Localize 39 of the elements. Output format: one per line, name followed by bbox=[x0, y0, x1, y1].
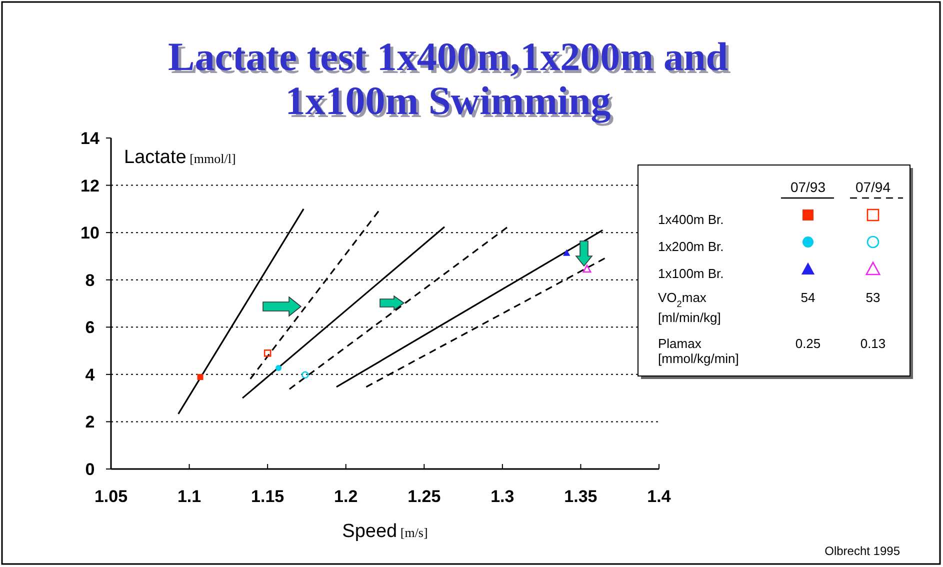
y-tick-label: 14 bbox=[80, 129, 100, 148]
x-tick-label: 1.3 bbox=[490, 487, 514, 506]
point bbox=[582, 264, 592, 273]
annotation: 1x400m Br. bbox=[658, 212, 724, 227]
point bbox=[302, 371, 309, 379]
annotation: [ml/min/kg] bbox=[658, 310, 721, 325]
y-tick-label: 4 bbox=[85, 365, 96, 384]
annotation: Plamax bbox=[658, 336, 702, 351]
y-axis-title: Lactate [mmol/l] bbox=[124, 147, 236, 168]
text: 07/94 bbox=[855, 179, 891, 195]
text: 0.25 bbox=[795, 336, 821, 351]
point bbox=[276, 365, 282, 372]
point bbox=[563, 249, 570, 256]
x-tick-label: 1.2 bbox=[334, 487, 358, 506]
y-tick-label: 2 bbox=[85, 412, 95, 432]
text: 53 bbox=[866, 290, 880, 305]
point bbox=[264, 350, 272, 357]
annotation: 1x100m Br. bbox=[658, 266, 724, 281]
x-axis-title: Speed [m/s] bbox=[342, 521, 428, 542]
chart-title: Lactate test 1x400m,1x200m and 1x100m Swimming bbox=[168, 34, 728, 126]
text: 0.13 bbox=[860, 336, 886, 351]
x-tick-label: 1.15 bbox=[251, 487, 284, 506]
annotation: 1x200m Br. bbox=[658, 239, 724, 254]
text: 54 bbox=[800, 290, 816, 305]
y-tick-label: 10 bbox=[80, 224, 100, 243]
y-tick-label: 0 bbox=[85, 460, 95, 479]
annotation: VO$_{2}$max bbox=[658, 290, 707, 309]
point bbox=[197, 374, 204, 380]
y-tick-label: 12 bbox=[80, 176, 100, 196]
text: 07/93 bbox=[790, 179, 826, 195]
text: Olbrecht 1995 bbox=[824, 544, 900, 558]
x-tick-label: 1.05 bbox=[94, 487, 128, 506]
y-tick-label: 6 bbox=[85, 318, 95, 338]
y-tick-label: 8 bbox=[85, 270, 95, 290]
x-tick-label: 1.35 bbox=[564, 487, 598, 506]
x-tick-label: 1.25 bbox=[408, 487, 441, 506]
annotation: [mmol/kg/min] bbox=[658, 351, 739, 366]
x-tick-label: 1.1 bbox=[177, 487, 202, 506]
x-tick-label: 1.4 bbox=[647, 487, 672, 506]
